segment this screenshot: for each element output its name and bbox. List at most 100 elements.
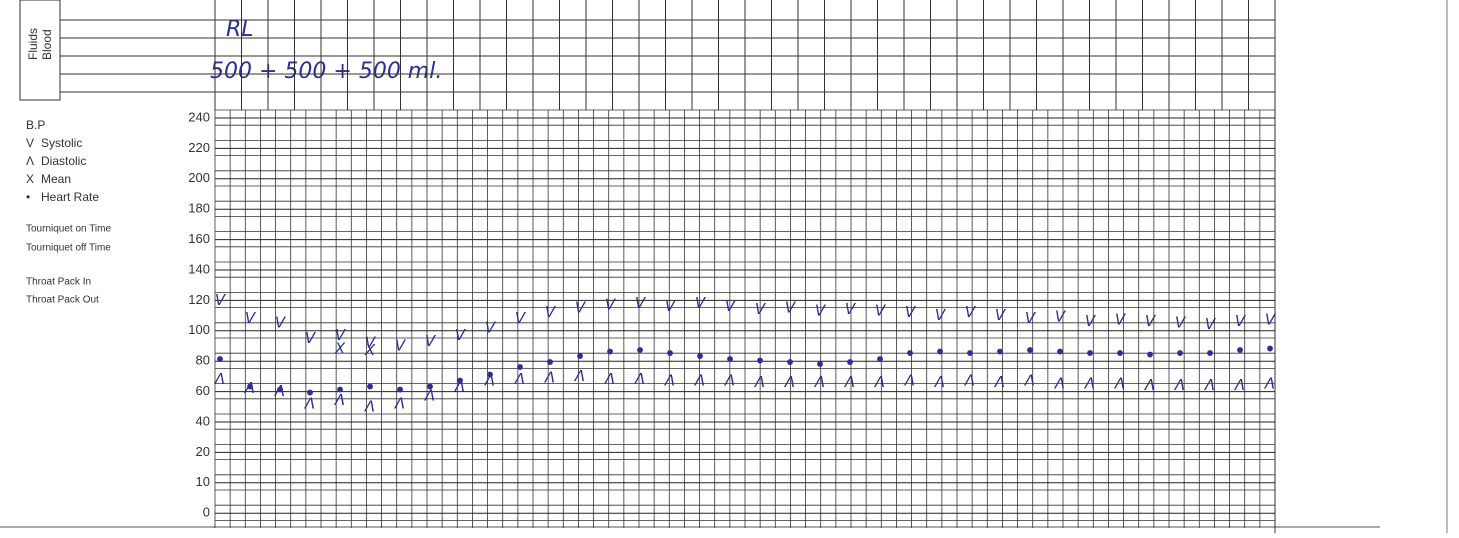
data-symbol: V: [1055, 308, 1067, 326]
data-symbol: Λ: [874, 373, 885, 391]
data-symbol: V: [665, 297, 677, 315]
data-symbol: •: [274, 378, 286, 402]
data-symbol: Λ: [1264, 375, 1275, 393]
data-symbol: Λ: [934, 373, 945, 391]
data-symbol: •: [1054, 340, 1066, 364]
note: Tourniquet on Time: [26, 224, 111, 235]
data-symbol: Λ: [604, 370, 615, 388]
fluid-entry: 500 + 500 + 500 ml.: [210, 59, 442, 84]
data-symbol: V: [695, 294, 707, 312]
data-symbol: V: [1025, 309, 1037, 327]
data-symbol: •: [424, 375, 436, 399]
y-tick-label: 120: [188, 292, 210, 307]
y-tick-label: 20: [196, 444, 210, 459]
data-symbol: Λ: [784, 373, 795, 391]
y-tick-label: 100: [188, 322, 210, 337]
data-symbol: V: [605, 295, 617, 313]
data-symbol: Λ: [1024, 371, 1035, 389]
data-symbol: •: [874, 348, 886, 372]
legend-symbol: Λ: [26, 154, 34, 168]
marks: VSystolicΛDiastolicXMean•Heart RateVVVVV…: [26, 136, 1277, 415]
data-symbol: V: [995, 306, 1007, 324]
data-symbol: •: [1144, 343, 1156, 367]
data-symbol: V: [275, 314, 287, 332]
data-symbol: V: [425, 332, 437, 350]
data-symbol: •: [694, 345, 706, 369]
data-symbol: V: [725, 297, 737, 315]
legend-title: B.P: [26, 118, 45, 132]
data-symbol: •: [1234, 339, 1246, 363]
legend-label: Heart Rate: [41, 190, 99, 204]
data-symbol: •: [514, 355, 526, 379]
fluids-label: Fluids: [26, 28, 40, 60]
data-symbol: •: [634, 339, 646, 363]
data-symbol: V: [1085, 312, 1097, 330]
data-symbol: •: [214, 348, 226, 372]
y-tick-label: 200: [188, 170, 210, 185]
y-tick-label: 80: [196, 353, 210, 368]
data-symbol: Λ: [754, 373, 765, 391]
data-symbol: X: [364, 341, 376, 359]
data-symbol: Λ: [1144, 376, 1155, 394]
data-symbol: V: [1145, 312, 1157, 330]
data-symbol: •: [784, 351, 796, 375]
note: Throat Pack Out: [26, 295, 99, 306]
y-tick-label: 160: [188, 231, 210, 246]
data-symbol: V: [1265, 311, 1277, 329]
data-symbol: •: [334, 378, 346, 402]
data-symbol: Λ: [994, 373, 1005, 391]
data-symbol: •: [1084, 342, 1096, 366]
data-symbol: Λ: [1114, 375, 1125, 393]
note: Throat Pack In: [26, 277, 91, 288]
data-symbol: Λ: [1054, 375, 1065, 393]
data-symbol: •: [574, 345, 586, 369]
data-symbol: •: [244, 375, 256, 399]
data-symbol: Λ: [1084, 375, 1095, 393]
data-symbol: V: [575, 299, 587, 317]
data-symbol: Λ: [1234, 376, 1245, 394]
legend-label: Diastolic: [41, 154, 86, 168]
data-symbol: •: [724, 348, 736, 372]
data-symbol: Λ: [634, 370, 645, 388]
data-symbol: Λ: [1174, 376, 1185, 394]
data-symbol: •: [304, 381, 316, 405]
data-symbol: V: [1205, 315, 1217, 333]
data-symbol: Λ: [904, 371, 915, 389]
data-symbol: •: [994, 340, 1006, 364]
data-symbol: •: [544, 351, 556, 375]
data-symbol: •: [604, 340, 616, 364]
data-symbol: Λ: [1204, 376, 1215, 394]
data-symbol: V: [305, 329, 317, 347]
data-symbol: •: [454, 369, 466, 393]
data-symbol: Λ: [664, 371, 675, 389]
anaesthesia-chart: Fluids Blood RL 500 + 500 + 500 ml. B.P …: [0, 0, 1459, 533]
data-symbol: •: [484, 363, 496, 387]
data-symbol: V: [545, 303, 557, 321]
y-tick-label: 180: [188, 201, 210, 216]
blood-label: Blood: [40, 29, 54, 60]
data-symbol: V: [485, 318, 497, 336]
data-symbol: •: [664, 342, 676, 366]
data-symbol: V: [245, 309, 257, 327]
data-symbol: V: [755, 300, 767, 318]
data-symbol: V: [875, 302, 887, 320]
y-tick-label: 0: [203, 505, 210, 520]
data-symbol: V: [395, 337, 407, 355]
data-symbol: V: [455, 326, 467, 344]
data-symbol: Λ: [694, 371, 705, 389]
data-symbol: •: [1174, 342, 1186, 366]
legend-symbol: X: [26, 172, 34, 186]
data-symbol: •: [814, 352, 826, 376]
y-tick-label: 60: [196, 383, 210, 398]
data-symbol: •: [964, 342, 976, 366]
data-symbol: •: [844, 351, 856, 375]
data-symbol: V: [935, 306, 947, 324]
data-symbol: V: [905, 303, 917, 321]
legend-symbol: V: [26, 136, 34, 150]
data-symbol: V: [215, 291, 227, 309]
legend-label: Mean: [41, 172, 71, 186]
data-symbol: V: [1235, 312, 1247, 330]
data-symbol: Λ: [364, 397, 375, 415]
data-symbol: V: [515, 309, 527, 327]
data-symbol: V: [815, 302, 827, 320]
